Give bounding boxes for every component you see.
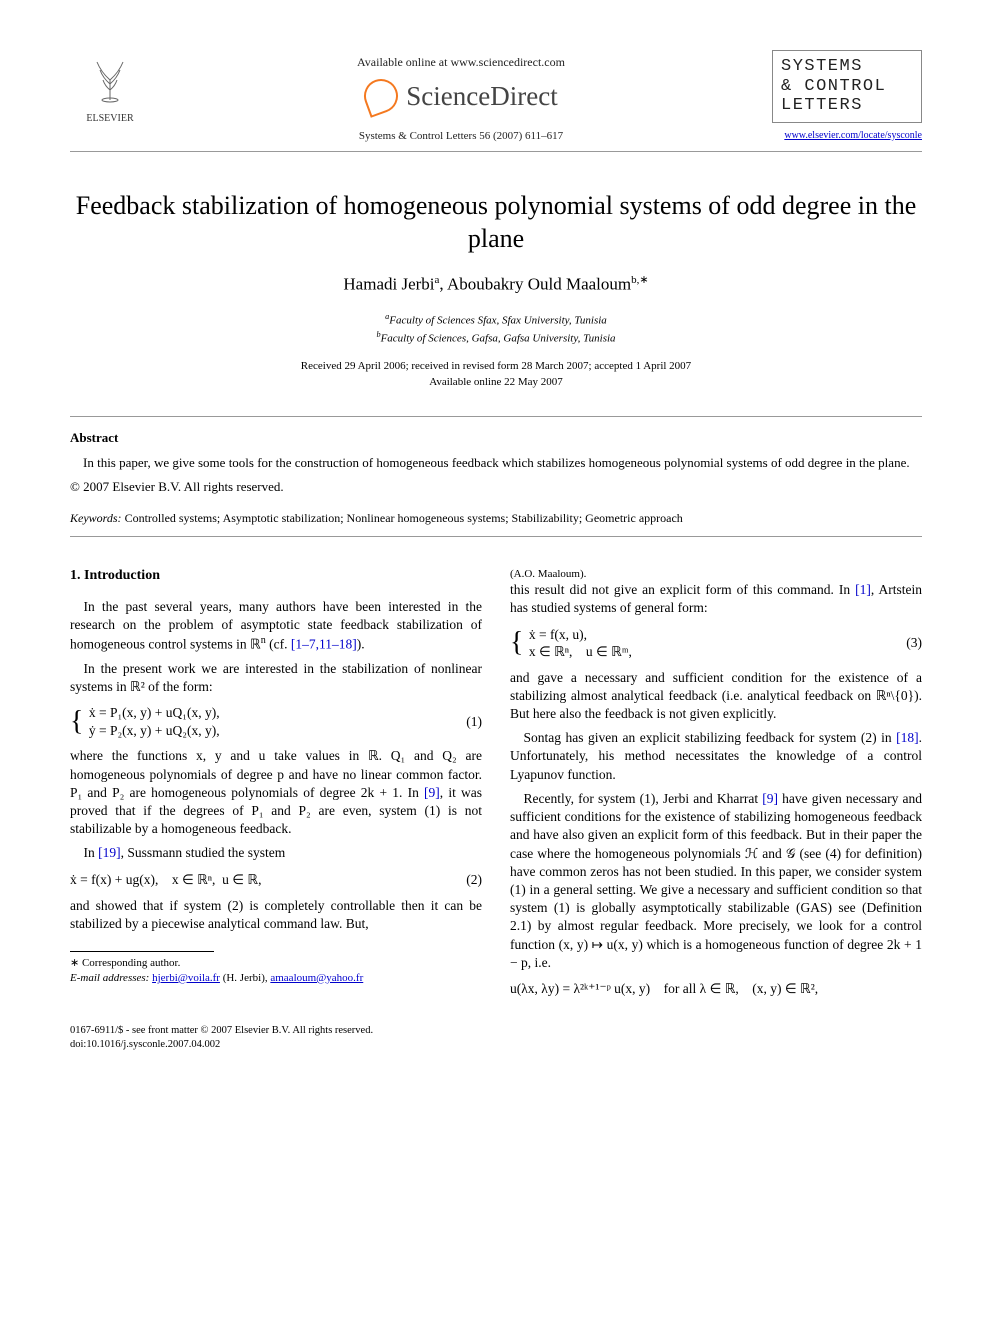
journal-logo-box: SYSTEMS & CONTROL LETTERS	[772, 50, 922, 123]
header-rule	[70, 151, 922, 152]
email-who-2: (A.O. Maaloum).	[510, 567, 922, 581]
online-date: Available online 22 May 2007	[70, 375, 922, 390]
sciencedirect-text: ScienceDirect	[406, 78, 557, 114]
journal-reference: Systems & Control Letters 56 (2007) 611–…	[150, 129, 772, 144]
intro-p3: where the functions x, y and u take valu…	[70, 747, 482, 838]
affiliations: aFaculty of Sciences Sfax, Sfax Universi…	[70, 311, 922, 347]
col2-p3: Sontag has given an explicit stabilizing…	[510, 729, 922, 784]
intro-p2: In the present work we are interested in…	[70, 660, 482, 696]
eqnum-1: (1)	[466, 713, 482, 731]
abstract-top-rule	[70, 416, 922, 417]
equation-4: u(λx, λy) = λ²ᵏ⁺¹⁻ᵖ u(x, y) for all λ ∈ …	[510, 980, 922, 998]
keywords-label: Keywords:	[70, 511, 122, 525]
col2-p2: and gave a necessary and sufficient cond…	[510, 669, 922, 724]
ref-link[interactable]: [1]	[855, 582, 871, 597]
equation-1: { ẋ = P₁(x, y) + uQ₁(x, y), ẏ = P₂(x, y)…	[70, 704, 482, 739]
page-header: ELSEVIER Available online at www.science…	[70, 50, 922, 143]
elsevier-logo: ELSEVIER	[70, 50, 150, 126]
abstract-copyright: © 2007 Elsevier B.V. All rights reserved…	[70, 478, 922, 496]
ref-link[interactable]: [18]	[896, 730, 919, 745]
doi-line: doi:10.1016/j.sysconle.2007.04.002	[70, 1038, 922, 1052]
sciencedirect-swirl-icon	[359, 75, 403, 119]
available-online-text: Available online at www.sciencedirect.co…	[150, 54, 772, 70]
article-dates: Received 29 April 2006; received in revi…	[70, 359, 922, 390]
email-link[interactable]: hjerbi@voila.fr	[152, 972, 220, 984]
abstract-body: In this paper, we give some tools for th…	[70, 454, 922, 472]
article-title: Feedback stabilization of homogeneous po…	[70, 190, 922, 255]
elsevier-tree-icon	[83, 50, 137, 112]
issn-line: 0167-6911/$ - see front matter © 2007 El…	[70, 1024, 922, 1038]
ref-link[interactable]: [1–7,11–18]	[291, 637, 357, 652]
authors: Hamadi Jerbia, Aboubakry Ould Maaloumb,∗	[70, 273, 922, 297]
intro-p1: In the past several years, many authors …	[70, 598, 482, 654]
received-date: Received 29 April 2006; received in revi…	[70, 359, 922, 374]
journal-url-link[interactable]: www.elsevier.com/locate/sysconle	[772, 129, 922, 143]
equation-2: ẋ = f(x) + ug(x), x ∈ ℝⁿ, u ∈ ℝ, (2)	[70, 871, 482, 889]
ref-link[interactable]: [9]	[424, 785, 440, 800]
journal-logo-block: SYSTEMS & CONTROL LETTERS www.elsevier.c…	[772, 50, 922, 142]
journal-logo-line: SYSTEMS	[781, 57, 913, 77]
intro-p4: In [19], Sussmann studied the system	[70, 844, 482, 862]
article-body: 1. Introduction In the past several year…	[70, 567, 922, 999]
keywords-text: Controlled systems; Asymptotic stabiliza…	[125, 511, 683, 525]
abstract-heading: Abstract	[70, 429, 922, 447]
email-link[interactable]: amaaloum@yahoo.fr	[270, 972, 363, 984]
col2-p4: Recently, for system (1), Jerbi and Khar…	[510, 790, 922, 972]
ref-link[interactable]: [9]	[762, 791, 778, 806]
front-matter-meta: 0167-6911/$ - see front matter © 2007 El…	[70, 1024, 922, 1051]
intro-p5: and showed that if system (2) is complet…	[70, 897, 482, 933]
journal-logo-line: LETTERS	[781, 96, 913, 116]
section-1-heading: 1. Introduction	[70, 567, 482, 586]
affiliation-a: aFaculty of Sciences Sfax, Sfax Universi…	[70, 311, 922, 329]
journal-logo-line: & CONTROL	[781, 77, 913, 97]
affiliation-b: bFaculty of Sciences, Gafsa, Gafsa Unive…	[70, 329, 922, 347]
abstract-bottom-rule	[70, 536, 922, 537]
sciencedirect-logo: ScienceDirect	[364, 78, 557, 114]
footnote-rule	[70, 951, 214, 952]
eqnum-2: (2)	[466, 871, 482, 889]
equation-3: { ẋ = f(x, u), x ∈ ℝⁿ, u ∈ ℝᵐ, (3)	[510, 626, 922, 661]
email-addresses: E-mail addresses: hjerbi@voila.fr (H. Je…	[70, 971, 482, 985]
header-center: Available online at www.sciencedirect.co…	[150, 50, 772, 143]
elsevier-label: ELSEVIER	[86, 112, 133, 126]
col2-p1: this result did not give an explicit for…	[510, 581, 922, 617]
eqnum-3: (3)	[906, 634, 922, 652]
corresponding-author: ∗ Corresponding author.	[70, 956, 482, 970]
keywords: Keywords: Controlled systems; Asymptotic…	[70, 510, 922, 526]
ref-link[interactable]: [19]	[98, 845, 121, 860]
